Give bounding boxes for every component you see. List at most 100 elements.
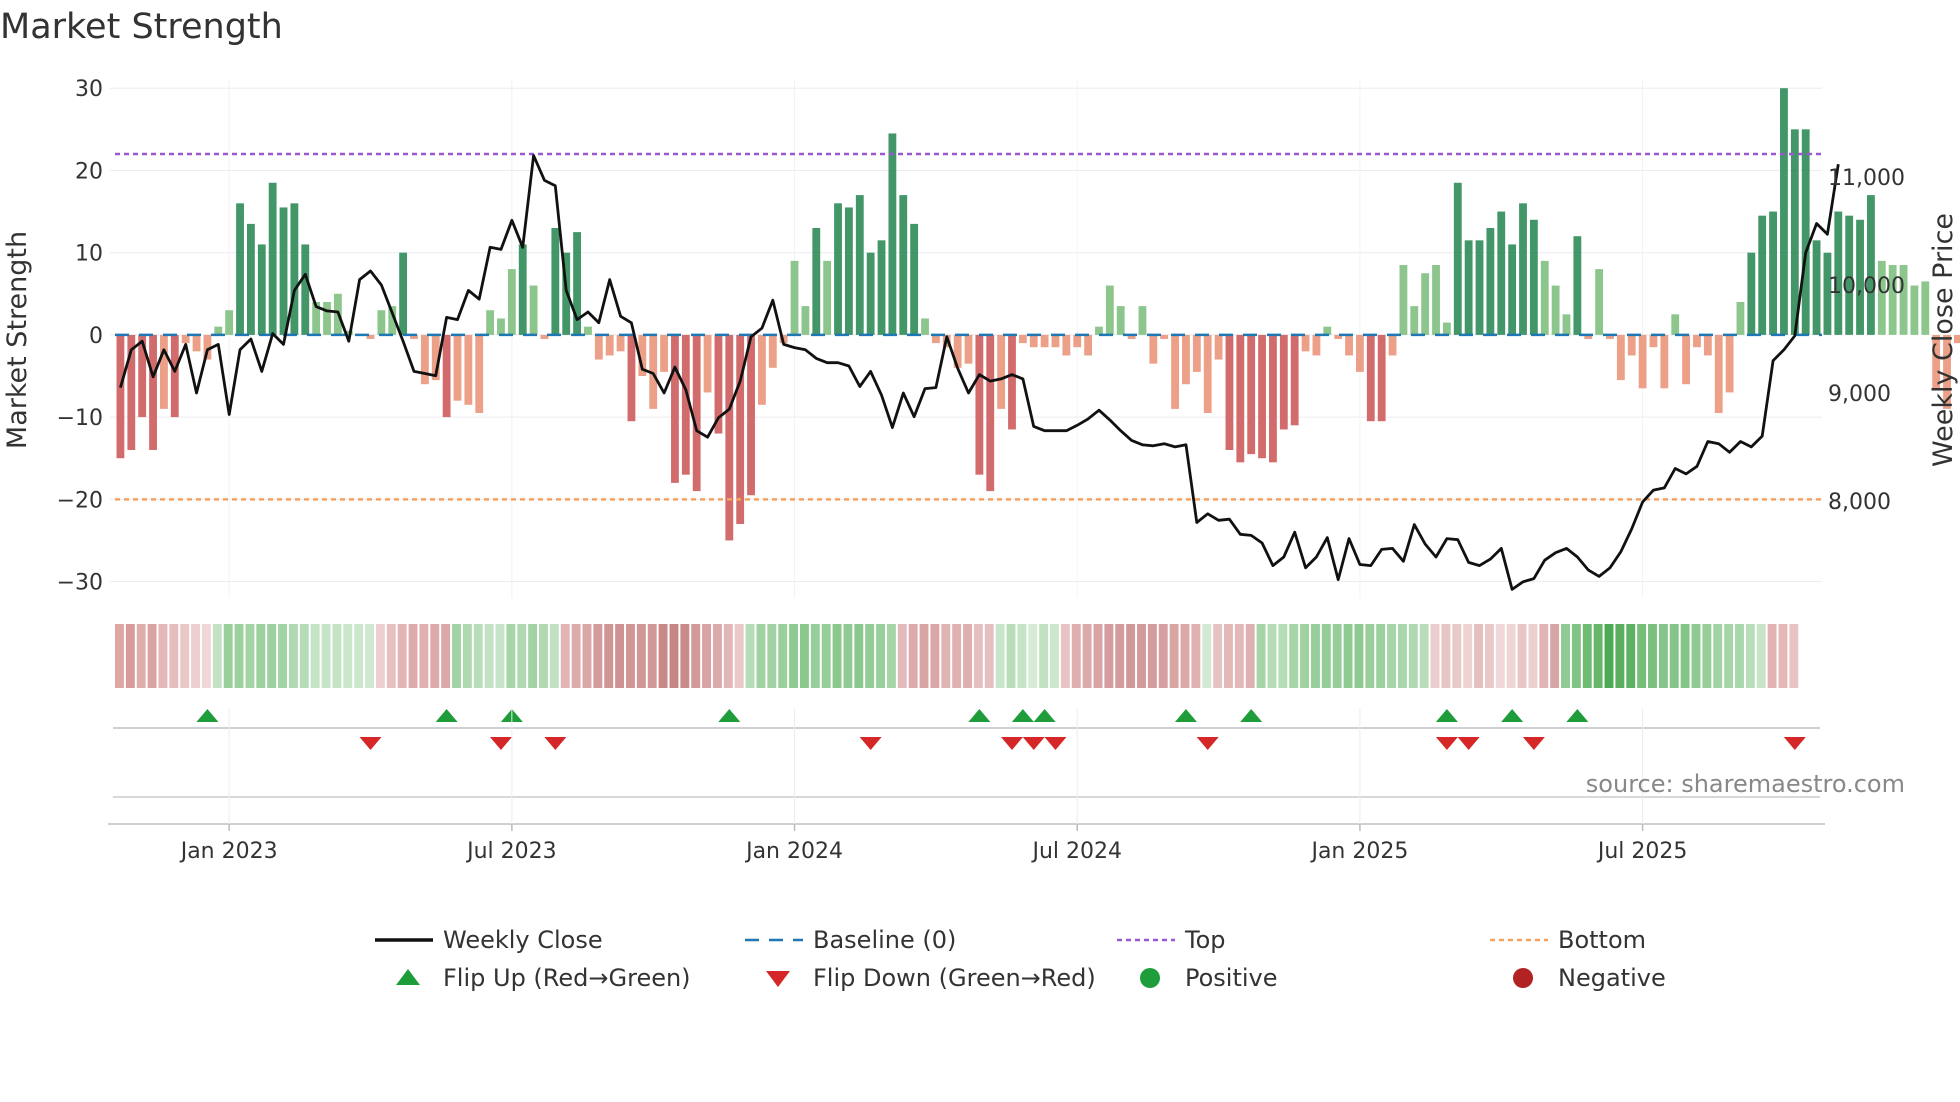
strength-bar: [1453, 182, 1462, 335]
legend-label: Weekly Close: [443, 926, 603, 954]
strength-bar: [1040, 334, 1049, 348]
strip-cell: [1332, 624, 1342, 688]
strength-bar: [1497, 211, 1506, 335]
strip-cell: [593, 624, 603, 688]
strength-bar: [1345, 334, 1353, 356]
strength-bar: [692, 334, 701, 492]
strip-cell: [1691, 624, 1701, 688]
strip-cell: [462, 624, 472, 688]
x-tick-label: Jul 2024: [1030, 839, 1122, 864]
strip-cell: [1180, 624, 1190, 688]
legend-negative: Negative: [1513, 964, 1666, 992]
legend-label: Flip Down (Green→Red): [813, 964, 1096, 992]
strip-cell: [1463, 624, 1473, 688]
strength-bar: [1888, 265, 1897, 335]
strip-cell: [1310, 624, 1320, 688]
strength-bar: [1486, 228, 1495, 335]
strength-bar: [1127, 334, 1136, 339]
strip-cell: [908, 624, 918, 688]
strength-bar: [1323, 326, 1332, 335]
flip-up-marker: [1033, 709, 1056, 722]
strip-cell: [1245, 624, 1255, 688]
legend-top: Top: [1117, 926, 1226, 954]
strip-cell: [452, 624, 461, 688]
strip-cell: [256, 624, 266, 688]
strip-cell: [288, 624, 298, 688]
strip-cell: [1658, 624, 1668, 688]
left-tick-label: 30: [75, 77, 103, 102]
strength-bar: [594, 334, 603, 360]
strength-bar: [671, 334, 679, 483]
strength-bar: [1410, 306, 1419, 335]
strength-bar: [268, 182, 277, 335]
strip-cell: [1550, 624, 1560, 688]
strength-bar: [649, 334, 658, 409]
strip-cell: [615, 624, 625, 688]
strip-cell: [756, 624, 766, 688]
strip-cell: [1071, 624, 1081, 688]
strip-cell: [941, 624, 951, 688]
legend: Weekly Close Baseline (0) Top Bottom Flip Up…: [375, 926, 1666, 992]
x-tick-label: Jan 2024: [744, 839, 843, 864]
flip-down-marker: [1435, 737, 1458, 750]
strength-bar: [888, 133, 897, 335]
strip-cell: [1419, 624, 1429, 688]
strength-bar: [257, 244, 266, 335]
strength-bar: [997, 334, 1006, 409]
strip-cell: [1778, 624, 1788, 688]
strength-bar: [1758, 215, 1767, 335]
strip-cell: [886, 624, 896, 688]
strip-cell: [310, 624, 320, 688]
strength-bar: [910, 223, 919, 335]
strength-bar: [1899, 265, 1908, 335]
strip-cell: [375, 624, 385, 688]
legend-swatch: [396, 969, 420, 985]
strip-cell: [1126, 624, 1136, 688]
right-tick-label: 11,000: [1828, 166, 1905, 191]
flip-up-marker: [1566, 709, 1589, 722]
right-tick-label: 8,000: [1828, 490, 1891, 515]
strength-bar: [1790, 129, 1799, 335]
strength-bar: [1508, 244, 1517, 335]
strength-bar: [1834, 211, 1843, 335]
strength-bar: [116, 334, 125, 459]
legend-positive: Positive: [1140, 964, 1278, 992]
strength-bar: [1149, 334, 1158, 364]
strip-cell: [723, 624, 733, 688]
strip-cell: [1626, 624, 1636, 688]
strip-cell: [658, 624, 668, 688]
strip-cell: [1767, 624, 1777, 688]
strip-cell: [1082, 624, 1092, 688]
strength-bar: [1029, 334, 1038, 348]
strength-bar: [964, 334, 973, 364]
strength-bar: [214, 326, 223, 335]
strip-cell: [1506, 624, 1516, 688]
strip-cell: [1028, 624, 1038, 688]
strength-bar: [149, 334, 157, 450]
strip-cell: [234, 624, 244, 688]
strip-cell: [212, 624, 222, 688]
strip-cell: [441, 624, 451, 688]
strength-bar: [866, 252, 875, 335]
strength-bar: [1845, 215, 1854, 335]
flip-down-marker: [1000, 737, 1023, 750]
strength-bar: [703, 334, 712, 393]
flip-down-marker: [1044, 737, 1067, 750]
strip-cell: [1441, 624, 1451, 688]
strip-cell: [506, 624, 516, 688]
strip-cell: [626, 624, 635, 688]
reference-lines: [115, 152, 1822, 501]
strip-cell: [1735, 624, 1744, 688]
strength-bar: [812, 228, 821, 335]
strip-cell: [1191, 624, 1201, 688]
strip-cell: [484, 624, 494, 688]
strip-cell: [158, 624, 168, 688]
strength-bar: [1736, 302, 1745, 335]
strength-bar: [953, 334, 962, 368]
strip-cell: [1517, 624, 1527, 688]
strength-bar: [1432, 265, 1440, 335]
strength-bar: [507, 269, 516, 335]
strip-cell: [1745, 624, 1755, 688]
strength-bar: [1856, 219, 1864, 335]
strip-cell: [702, 624, 712, 688]
